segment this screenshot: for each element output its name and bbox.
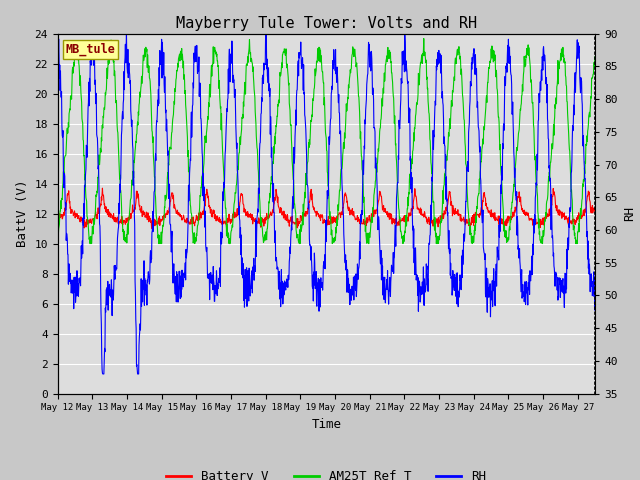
Text: MB_tule: MB_tule <box>66 43 116 56</box>
X-axis label: Time: Time <box>312 418 341 431</box>
Y-axis label: RH: RH <box>623 206 636 221</box>
Y-axis label: BattV (V): BattV (V) <box>16 180 29 247</box>
Legend: Battery V, AM25T Ref T, RH: Battery V, AM25T Ref T, RH <box>161 465 492 480</box>
Title: Mayberry Tule Tower: Volts and RH: Mayberry Tule Tower: Volts and RH <box>176 16 477 31</box>
